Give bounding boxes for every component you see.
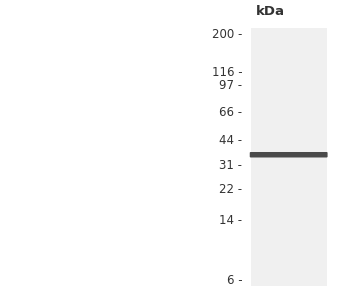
Text: kDa: kDa xyxy=(256,5,285,18)
FancyBboxPatch shape xyxy=(251,28,327,286)
Text: 44 -: 44 - xyxy=(219,134,242,147)
Text: 14 -: 14 - xyxy=(219,214,242,227)
Text: 22 -: 22 - xyxy=(219,183,242,196)
Text: 66 -: 66 - xyxy=(219,106,242,119)
Text: 31 -: 31 - xyxy=(219,159,242,172)
Text: 97 -: 97 - xyxy=(219,79,242,92)
Text: 200 -: 200 - xyxy=(212,28,242,41)
Text: 6 -: 6 - xyxy=(226,274,242,287)
Text: 116 -: 116 - xyxy=(211,66,242,79)
FancyBboxPatch shape xyxy=(250,152,328,158)
